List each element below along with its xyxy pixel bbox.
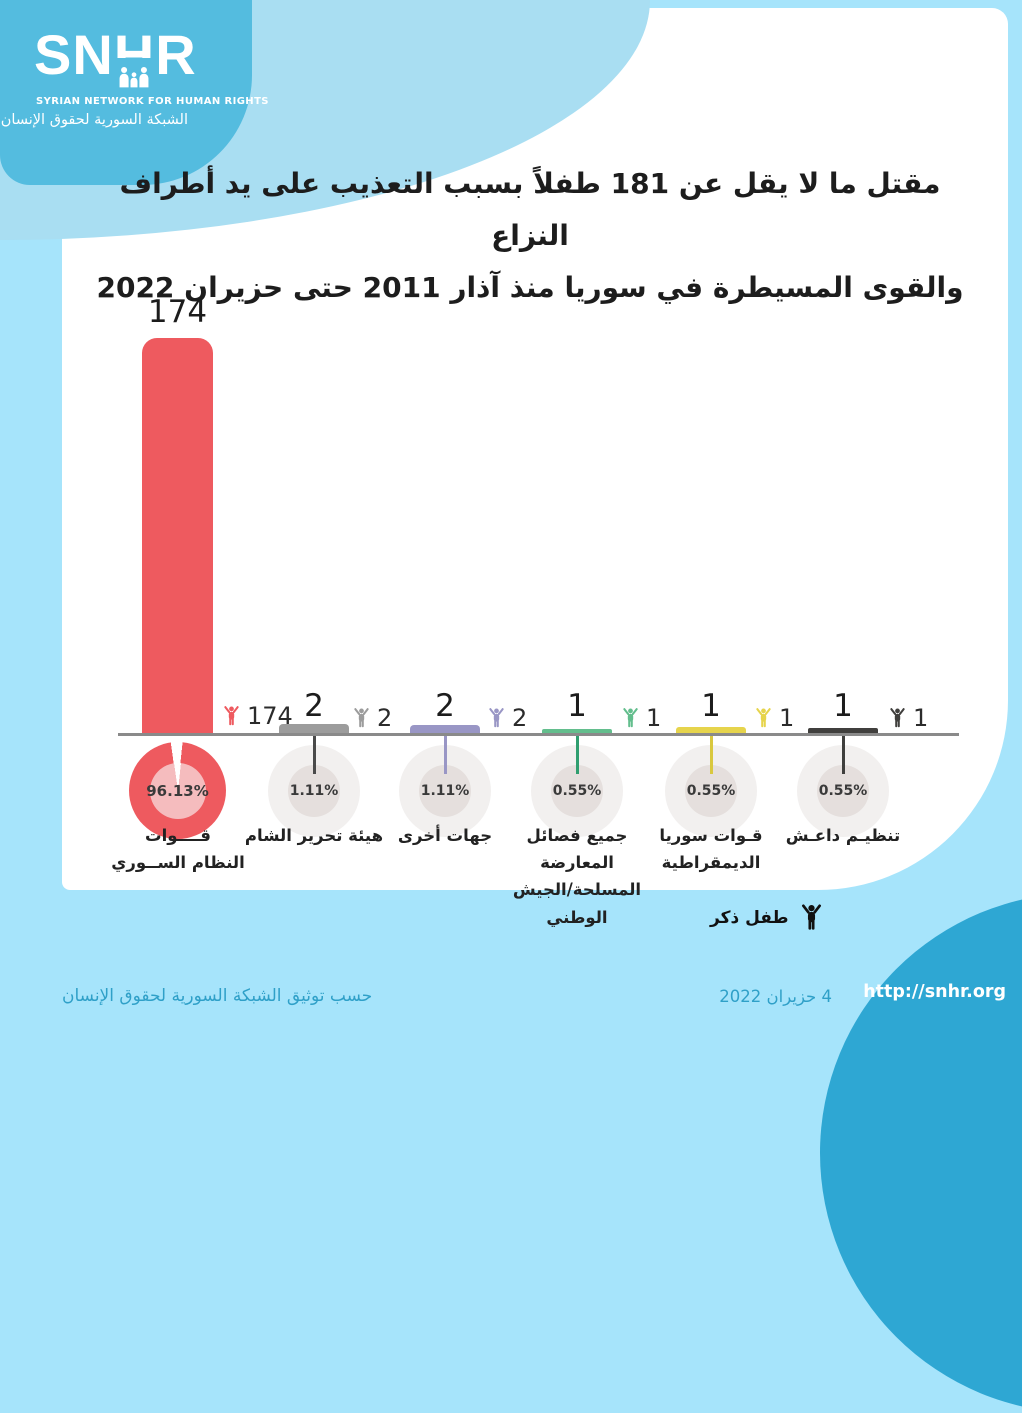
category-label-sdf: قـوات سوريا الديمقراطية <box>659 826 763 873</box>
chart-title-line1: مقتل ما لا يقل عن 181 طفلاً بسبب التعذيب… <box>119 167 941 252</box>
male-child-icon <box>222 705 241 727</box>
male-child-icon <box>799 903 824 932</box>
bar-value-regime: 174 <box>147 294 208 330</box>
footer-circle <box>820 893 1022 1413</box>
donut-percentage: 0.55% <box>818 783 868 799</box>
bar-isis <box>808 728 878 733</box>
pointer-line <box>842 736 845 774</box>
logo-tagline-ar: الشبكة السورية لحقوق الإنسان <box>0 112 188 128</box>
donut-hole <box>149 762 206 819</box>
donut-percentage: 0.55% <box>552 783 602 799</box>
bar-other-parties <box>410 725 480 733</box>
footer-url: http://snhr.org <box>863 982 1006 1002</box>
bar-value-sdf: 1 <box>701 688 721 724</box>
male-child-icon <box>621 707 640 729</box>
pointer-line <box>444 736 447 774</box>
donut-percentage: 0.55% <box>686 783 736 799</box>
donut-regime: 96.13% <box>129 742 226 839</box>
bar-value-hts: 2 <box>304 688 324 724</box>
bar-opposition-national-army <box>542 729 612 733</box>
pointer-line <box>710 736 713 774</box>
bar-value-isis: 1 <box>833 688 853 724</box>
footer-date: 4 حزيران 2022 <box>719 987 832 1006</box>
bar-sdf <box>676 727 746 733</box>
male-child-icon <box>888 707 907 729</box>
child-count-isis: 1 <box>888 703 928 733</box>
child-count-opposition: 1 <box>621 703 661 733</box>
male-child-icon <box>487 707 506 729</box>
category-label-hts: هيئة تحرير الشام <box>244 826 384 845</box>
child-count-hts: 2 <box>352 703 392 733</box>
snhr-logo: SNHR SYRIAN NETWORK FOR HUMAN RIGHTS الش… <box>0 0 269 185</box>
donut-percentage: 1.11% <box>289 783 339 799</box>
pointer-line <box>313 736 316 774</box>
family-icon <box>116 58 152 92</box>
footer-source: حسب توثيق الشبكة السورية لحقوق الإنسان <box>62 986 373 1006</box>
child-count-other: 2 <box>487 703 527 733</box>
chart-title: مقتل ما لا يقل عن 181 طفلاً بسبب التعذيب… <box>80 158 980 314</box>
legend-label: طفل ذكر <box>710 907 789 928</box>
legend: طفل ذكر <box>710 903 824 932</box>
donut-percentage: 1.11% <box>420 783 470 799</box>
donut-percentage: 96.13% <box>146 781 209 800</box>
bar-value-other: 2 <box>435 688 455 724</box>
category-label-other: جهات أخرى <box>397 826 493 845</box>
bar-regime-forces <box>142 338 213 733</box>
category-label-opposition: جميع فصائل المعارضة المسلحة/الجيش الوطني <box>512 826 642 927</box>
logo-acronym: SNHR <box>34 23 197 86</box>
axis-line <box>118 733 959 736</box>
child-count-regime: 174 <box>222 701 293 731</box>
child-count-sdf: 1 <box>754 703 794 733</box>
category-label-isis: تنظيـم داعـش <box>785 826 901 845</box>
male-child-icon <box>352 707 371 729</box>
chart-title-line2: والقوى المسيطرة في سوريا منذ آذار 2011 ح… <box>96 271 964 304</box>
bar-value-opposition: 1 <box>567 688 587 724</box>
category-label-regime: قــــوات النظام الســوري <box>111 826 245 873</box>
male-child-icon <box>754 707 773 729</box>
logo-tagline-en: SYRIAN NETWORK FOR HUMAN RIGHTS <box>36 96 269 107</box>
pointer-line <box>576 736 579 774</box>
bar-hts <box>279 724 349 733</box>
